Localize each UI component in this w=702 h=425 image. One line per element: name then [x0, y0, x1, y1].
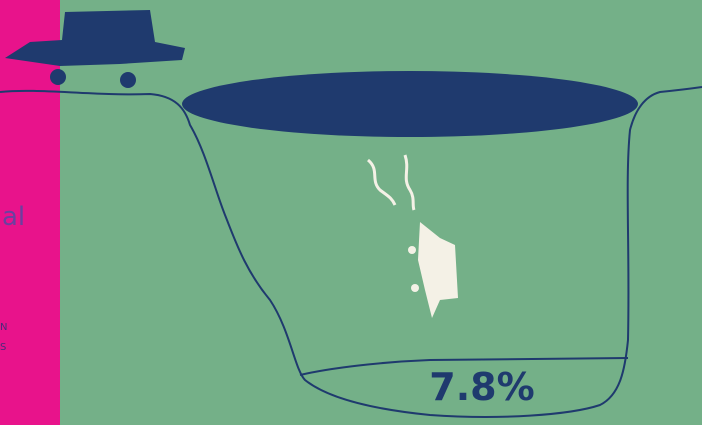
text-fragment: al — [2, 202, 25, 232]
car-wheel — [120, 72, 136, 88]
motion-line — [366, 158, 397, 206]
falling-car — [418, 222, 458, 318]
falling-car-wheel — [408, 246, 416, 254]
pit-opening — [182, 71, 638, 137]
motion-line — [403, 154, 416, 211]
car-body — [5, 10, 185, 66]
percentage-label: 7.8% — [429, 365, 534, 409]
water-line — [299, 357, 629, 376]
side-bar — [0, 0, 60, 425]
pit-outline — [0, 86, 702, 418]
text-fragment: S — [0, 342, 6, 353]
car-wheel — [50, 69, 66, 85]
falling-car-wheel — [411, 284, 419, 292]
text-fragment: N — [0, 322, 7, 333]
